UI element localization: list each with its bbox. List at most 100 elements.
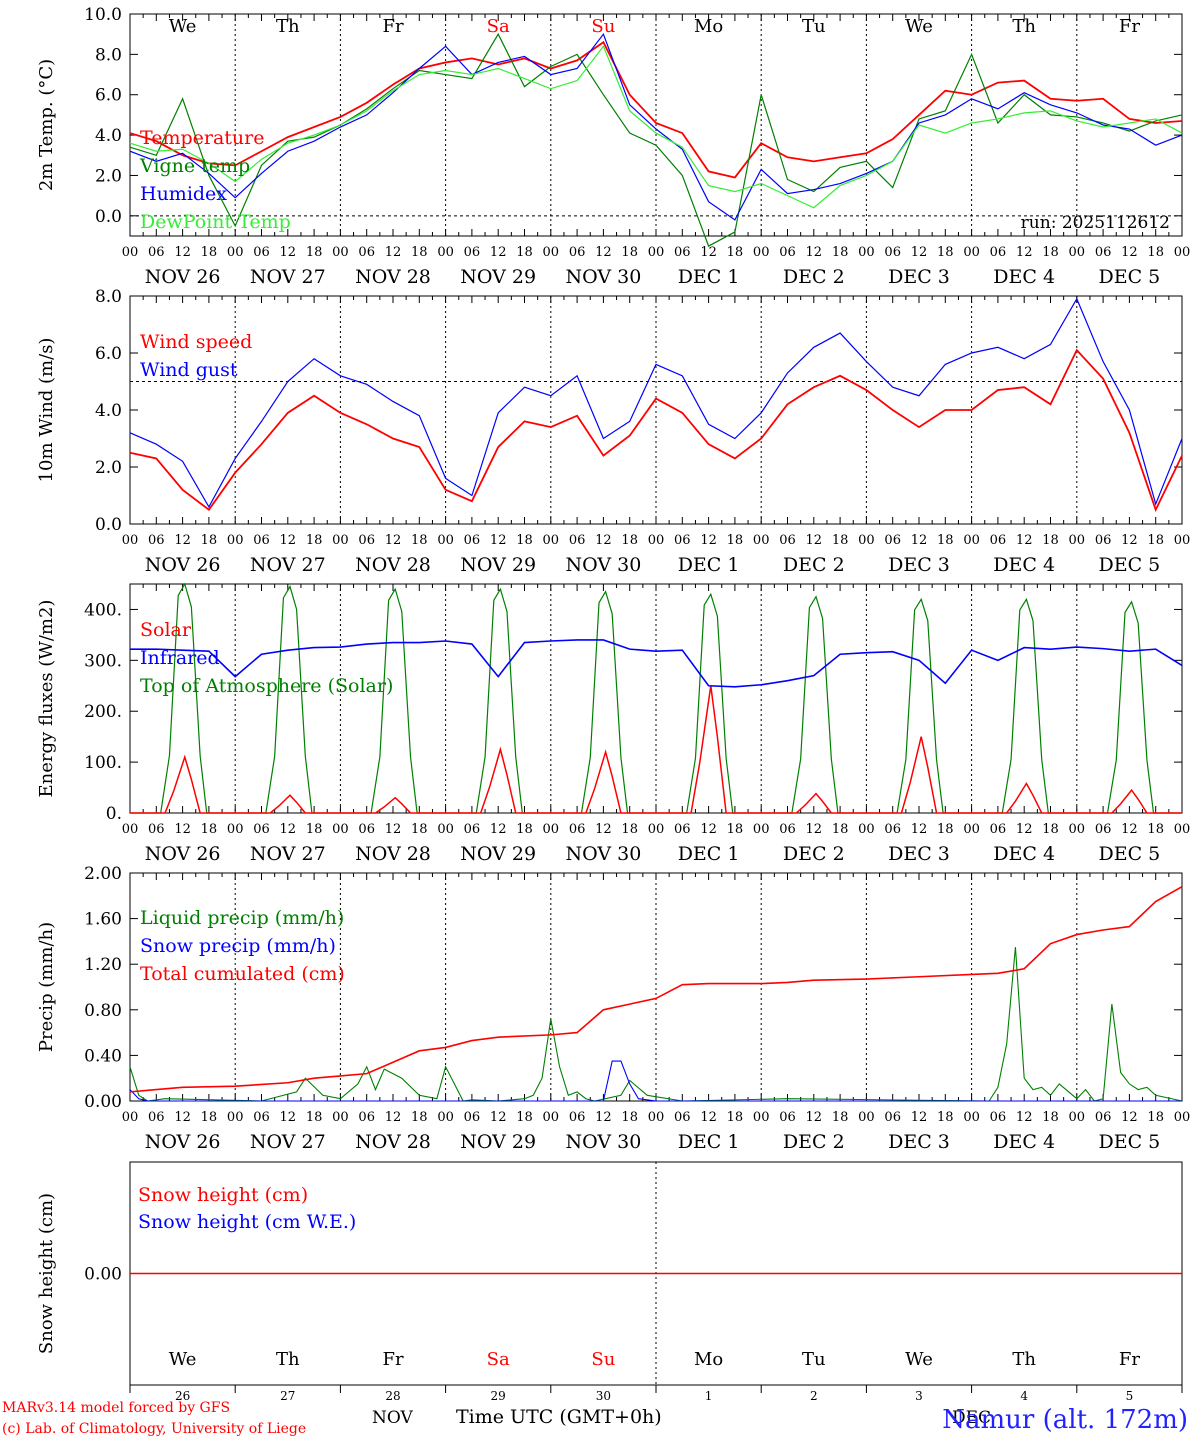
hour-label: 00 (332, 1110, 349, 1125)
y-tick-label: 0.00 (84, 1265, 122, 1285)
weekday-label: Mo (694, 16, 723, 37)
hour-label: 12 (806, 1110, 823, 1125)
hour-label: 06 (253, 1110, 270, 1125)
hour-label: 18 (411, 533, 428, 548)
date-label: DEC 1 (678, 1131, 740, 1153)
hour-label: 18 (832, 822, 849, 837)
y-axis-label: 2m Temp. (°C) (36, 59, 57, 191)
series-line-temperature (129, 40, 1183, 179)
y-tick-label: 2.00 (84, 864, 122, 884)
hour-label: 06 (569, 533, 586, 548)
weekday-label: Th (1012, 1349, 1036, 1370)
y-tick-label: 0.0 (95, 207, 122, 227)
weekday-label: We (905, 16, 933, 37)
hour-label: 18 (201, 533, 218, 548)
date-label: NOV 29 (460, 554, 536, 576)
hour-label: 12 (1016, 1110, 1033, 1125)
series-line-humidex (129, 32, 1183, 221)
plot-frame (129, 295, 1183, 525)
date-label: DEC 2 (783, 843, 845, 865)
hour-label: 06 (1095, 533, 1112, 548)
series-line-wind-gust (129, 297, 1183, 509)
hour-label: 06 (358, 822, 375, 837)
series-line-dewpoint-temp (129, 45, 1183, 209)
date-label: NOV 28 (355, 843, 431, 865)
hour-label: 06 (358, 1110, 375, 1125)
date-label: DEC 4 (993, 266, 1055, 288)
hour-label: 06 (884, 822, 901, 837)
series-line-snow-precip (129, 1060, 1182, 1102)
hour-label: 00 (963, 533, 980, 548)
hour-label: 12 (700, 1110, 717, 1125)
hour-label: 00 (437, 1110, 454, 1125)
hour-label: 06 (358, 533, 375, 548)
y-axis-label: Energy fluxes (W/m2) (36, 600, 57, 798)
hour-label: 06 (253, 533, 270, 548)
legend-snow-height-cm-: Snow height (cm) (138, 1184, 308, 1206)
hour-label: 00 (1069, 245, 1086, 260)
hour-label: 12 (385, 822, 402, 837)
hour-label: 12 (806, 533, 823, 548)
weekday-label: Th (1012, 16, 1036, 37)
hour-label: 18 (306, 1110, 323, 1125)
hour-label: 06 (569, 822, 586, 837)
day-number-label: 4 (1020, 1389, 1028, 1403)
hour-label: 18 (1042, 245, 1059, 260)
hour-label: 00 (1174, 1110, 1191, 1125)
hour-label: 18 (516, 533, 533, 548)
hour-label: 12 (1016, 245, 1033, 260)
y-tick-label: 1.60 (84, 910, 122, 930)
hour-label: 00 (1069, 533, 1086, 548)
hour-label: 12 (911, 1110, 928, 1125)
hour-label: 00 (122, 533, 139, 548)
hour-label: 00 (858, 245, 875, 260)
xaxis-title: Time UTC (GMT+0h) (456, 1406, 662, 1428)
y-tick-label: 1.20 (84, 955, 122, 975)
hour-label: 06 (884, 533, 901, 548)
hour-label: 00 (122, 822, 139, 837)
y-tick-label: 100. (84, 753, 122, 773)
hour-label: 06 (569, 245, 586, 260)
date-label: DEC 2 (783, 1131, 845, 1153)
hour-label: 06 (884, 1110, 901, 1125)
hour-label: 00 (332, 533, 349, 548)
hour-label: 06 (990, 822, 1007, 837)
hour-label: 18 (516, 245, 533, 260)
hour-label: 00 (648, 245, 665, 260)
hour-label: 06 (990, 1110, 1007, 1125)
hour-label: 12 (806, 822, 823, 837)
y-tick-label: 0.80 (84, 1001, 122, 1021)
hour-label: 18 (832, 533, 849, 548)
y-tick-label: 0. (106, 804, 122, 824)
date-label: DEC 1 (678, 554, 740, 576)
hour-label: 00 (543, 1110, 560, 1125)
weekday-label: Fr (382, 1349, 403, 1370)
hour-label: 18 (201, 1110, 218, 1125)
series-line-toa-solar (130, 582, 1182, 814)
y-tick-label: 6.0 (95, 344, 122, 364)
date-label: NOV 27 (250, 843, 326, 865)
hour-label: 18 (621, 1110, 638, 1125)
hour-label: 00 (332, 822, 349, 837)
date-label: DEC 4 (993, 1131, 1055, 1153)
hour-label: 12 (911, 822, 928, 837)
hour-label: 12 (595, 533, 612, 548)
day-number-label: 29 (491, 1389, 506, 1403)
hour-label: 06 (253, 245, 270, 260)
hour-label: 12 (280, 1110, 297, 1125)
date-label: DEC 3 (888, 266, 950, 288)
date-label: NOV 29 (460, 843, 536, 865)
hour-label: 06 (464, 1110, 481, 1125)
legend-snow-height-cm-w-e-: Snow height (cm W.E.) (138, 1211, 356, 1233)
weekday-label: Fr (1119, 16, 1140, 37)
y-axis-label: Precip (mm/h) (36, 922, 57, 1052)
date-label: DEC 5 (1099, 266, 1161, 288)
hour-label: 18 (411, 822, 428, 837)
hour-label: 06 (884, 245, 901, 260)
y-tick-label: 0.00 (84, 1092, 122, 1112)
hour-label: 12 (385, 1110, 402, 1125)
hour-label: 06 (674, 1110, 691, 1125)
day-number-label: 5 (1126, 1389, 1134, 1403)
month-label-dec: DEC (952, 1408, 991, 1428)
date-label: NOV 28 (355, 554, 431, 576)
